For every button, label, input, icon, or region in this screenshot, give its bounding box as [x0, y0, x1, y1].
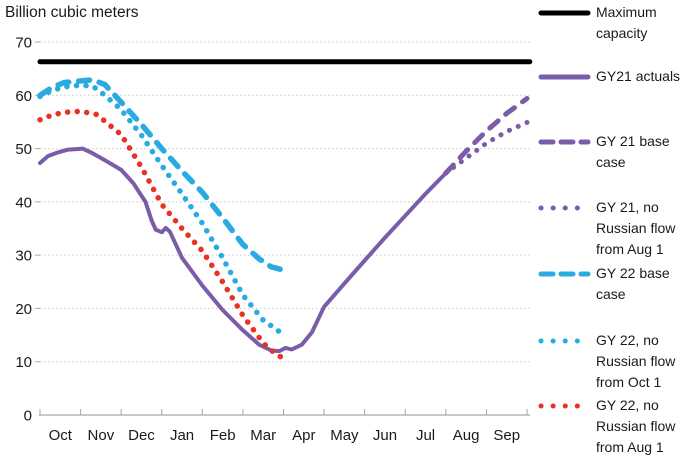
legend-swatch-dashed	[538, 263, 596, 284]
y-tick-label-40: 40	[15, 194, 32, 211]
legend-swatch-dotted	[538, 197, 596, 218]
y-tick-label-60: 60	[15, 88, 32, 105]
x-tick-label-dec: Dec	[128, 427, 155, 444]
legend-swatch-dashed	[538, 131, 596, 152]
x-tick-label-may: May	[330, 427, 359, 444]
x-tick-label-sep: Sep	[493, 427, 520, 444]
legend-item-gy-22-base: GY 22 base case	[538, 263, 670, 305]
line-chart: 0 10 20 30 40 50 60 70 Oct Nov Dec Jan Feb Mar Apr May J…	[15, 35, 533, 444]
legend-item-gy-21-base: GY 21 base case	[538, 131, 670, 173]
x-tick-label-oct: Oct	[49, 427, 73, 444]
x-tick-label-apr: Apr	[292, 427, 315, 444]
legend-label: Maximum capacity	[596, 4, 657, 41]
chart-area: Billion cubic meters 0 10 20 30 40 50 60 70 Oct N…	[5, 4, 533, 444]
y-tick-label-30: 30	[15, 248, 32, 265]
legend-label: GY 22, no Russian flow from Oct 1	[596, 332, 676, 390]
series-gy-22-no-russian-flow-from-oct-1	[37, 82, 287, 338]
series-gy21-actuals	[38, 146, 448, 354]
y-tick-label-50: 50	[15, 141, 32, 158]
y-tick-label-0: 0	[24, 408, 32, 425]
legend-label: GY 22, no Russian flow from Aug 1	[596, 397, 676, 455]
series-gy-21-no-russian-flow-from-aug-1	[443, 120, 530, 176]
chart-title: Billion cubic meters	[5, 4, 139, 21]
legend-swatch-solid	[538, 2, 596, 23]
x-tick-label-aug: Aug	[453, 427, 480, 444]
legend-swatch-dotted	[538, 330, 596, 351]
x-tick-label-jan: Jan	[170, 427, 194, 444]
legend-label: GY21 actuals	[596, 68, 681, 84]
legend-item-maximum: Maximum capacity	[538, 2, 657, 44]
legend-label: GY 21, no Russian flow from Aug 1	[596, 199, 676, 257]
x-tick-label-jul: Jul	[416, 427, 435, 444]
legend-item-gy21-actuals: GY21 actuals	[538, 66, 680, 87]
y-tick-label-70: 70	[15, 35, 32, 52]
series-gy-22-no-russian-flow-from-aug-1	[37, 108, 287, 362]
legend-item-gy-22-no: GY 22, no Russian flow from Aug 1	[538, 395, 675, 458]
chart-legend: Maximum capacity GY21 actuals GY 21 base c…	[538, 0, 700, 460]
legend-label: GY 22 base case	[596, 265, 670, 302]
legend-item-gy-21-no: GY 21, no Russian flow from Aug 1	[538, 197, 675, 260]
legend-swatch-dotted	[538, 395, 596, 416]
legend-item-gy-22-no: GY 22, no Russian flow from Oct 1	[538, 330, 675, 393]
x-tick-label-mar: Mar	[250, 427, 276, 444]
series-gy-22-base-case	[37, 77, 289, 274]
legend-label: GY 21 base case	[596, 133, 670, 170]
y-tick-label-10: 10	[15, 354, 32, 371]
series-gy-21-base-case	[443, 96, 530, 176]
x-tick-label-feb: Feb	[210, 427, 236, 444]
x-tick-label-jun: Jun	[373, 427, 397, 444]
legend-swatch-solid	[538, 66, 596, 87]
x-tick-label-nov: Nov	[88, 427, 115, 444]
y-tick-label-20: 20	[15, 301, 32, 318]
